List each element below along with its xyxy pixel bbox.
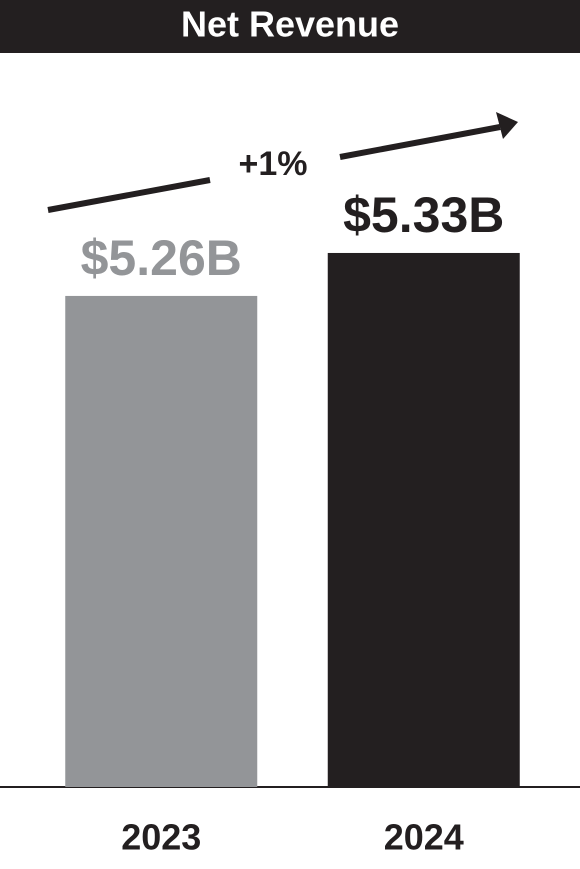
value-label: $5.33B xyxy=(343,187,504,243)
bar xyxy=(65,295,258,787)
trend-arrow xyxy=(47,177,211,213)
x-tick-label: 2023 xyxy=(121,817,201,858)
title-bar xyxy=(0,0,580,53)
trend-arrow xyxy=(339,124,501,160)
bar xyxy=(327,252,520,787)
x-tick-label: 2024 xyxy=(384,817,464,858)
chart-title: Net Revenue xyxy=(181,4,399,45)
value-label: $5.26B xyxy=(81,230,242,286)
annotation: +1% xyxy=(239,145,308,183)
arrow-head xyxy=(496,112,518,139)
